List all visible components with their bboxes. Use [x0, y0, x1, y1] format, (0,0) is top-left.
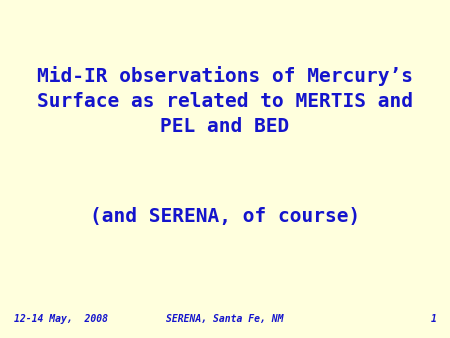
Text: 12-14 May,  2008: 12-14 May, 2008 [14, 314, 108, 324]
Text: 1: 1 [431, 314, 436, 324]
Text: (and SERENA, of course): (and SERENA, of course) [90, 207, 360, 226]
Text: Mid-IR observations of Mercury’s
Surface as related to MERTIS and
PEL and BED: Mid-IR observations of Mercury’s Surface… [37, 66, 413, 137]
Text: SERENA, Santa Fe, NM: SERENA, Santa Fe, NM [166, 314, 284, 324]
